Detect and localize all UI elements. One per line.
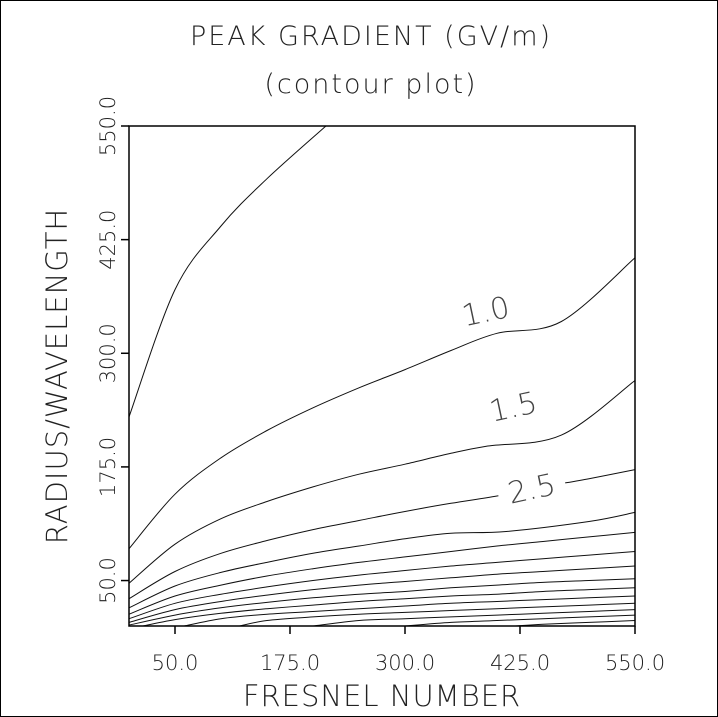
contour-labels: 1.0 1.5 2.5	[449, 288, 569, 514]
contour-line	[128, 551, 636, 620]
x-tick-label: 425.0	[490, 651, 550, 675]
contour-line	[239, 602, 636, 627]
contour-label-text: 1.5	[486, 386, 540, 430]
contour-label: 1.0	[449, 288, 523, 337]
contour-label-backdrop	[476, 384, 551, 432]
chart-subtitle: (contour plot)	[264, 69, 477, 100]
y-tick-label: 175.0	[96, 437, 120, 497]
contour-line	[404, 614, 636, 627]
x-tick-label: 175.0	[260, 651, 320, 675]
contour-line	[128, 565, 636, 623]
contour-line	[128, 511, 636, 609]
contour-line	[128, 125, 327, 418]
chart-title: PEAK GRADIENT (GV/m)	[190, 21, 552, 52]
y-axis-label: RADIUS/WAVELENGTH	[40, 208, 74, 544]
y-tick-label: 50.0	[96, 557, 120, 604]
contour-line	[312, 609, 636, 627]
y-tick-label: 550.0	[96, 96, 120, 156]
contour-line	[128, 531, 636, 615]
x-axis-ticks: 50.0 175.0 300.0 425.0 550.0	[152, 626, 665, 675]
y-tick-label: 300.0	[96, 323, 120, 383]
contour-line	[128, 578, 636, 626]
contour-label-text: 2.5	[505, 467, 559, 511]
x-tick-label: 50.0	[152, 651, 199, 675]
contour-line	[128, 257, 636, 550]
contour-label: 2.5	[495, 466, 569, 514]
contour-line	[142, 587, 636, 627]
contour-line	[128, 380, 636, 584]
contour-label-text: 1.0	[459, 290, 513, 334]
y-tick-label: 425.0	[96, 210, 120, 270]
contour-label-backdrop	[449, 288, 523, 337]
contour-lines	[128, 125, 636, 627]
contour-label: 1.5	[476, 384, 551, 432]
x-tick-label: 300.0	[375, 651, 435, 675]
contour-label-backdrop	[495, 466, 569, 514]
y-axis-ticks: 50.0 175.0 300.0 425.0 550.0	[96, 96, 129, 604]
contour-line	[515, 620, 636, 627]
contour-line	[184, 595, 636, 627]
x-tick-label: 550.0	[605, 651, 665, 675]
x-axis-label: FRESNEL NUMBER	[243, 679, 521, 713]
plot-area	[128, 125, 636, 627]
